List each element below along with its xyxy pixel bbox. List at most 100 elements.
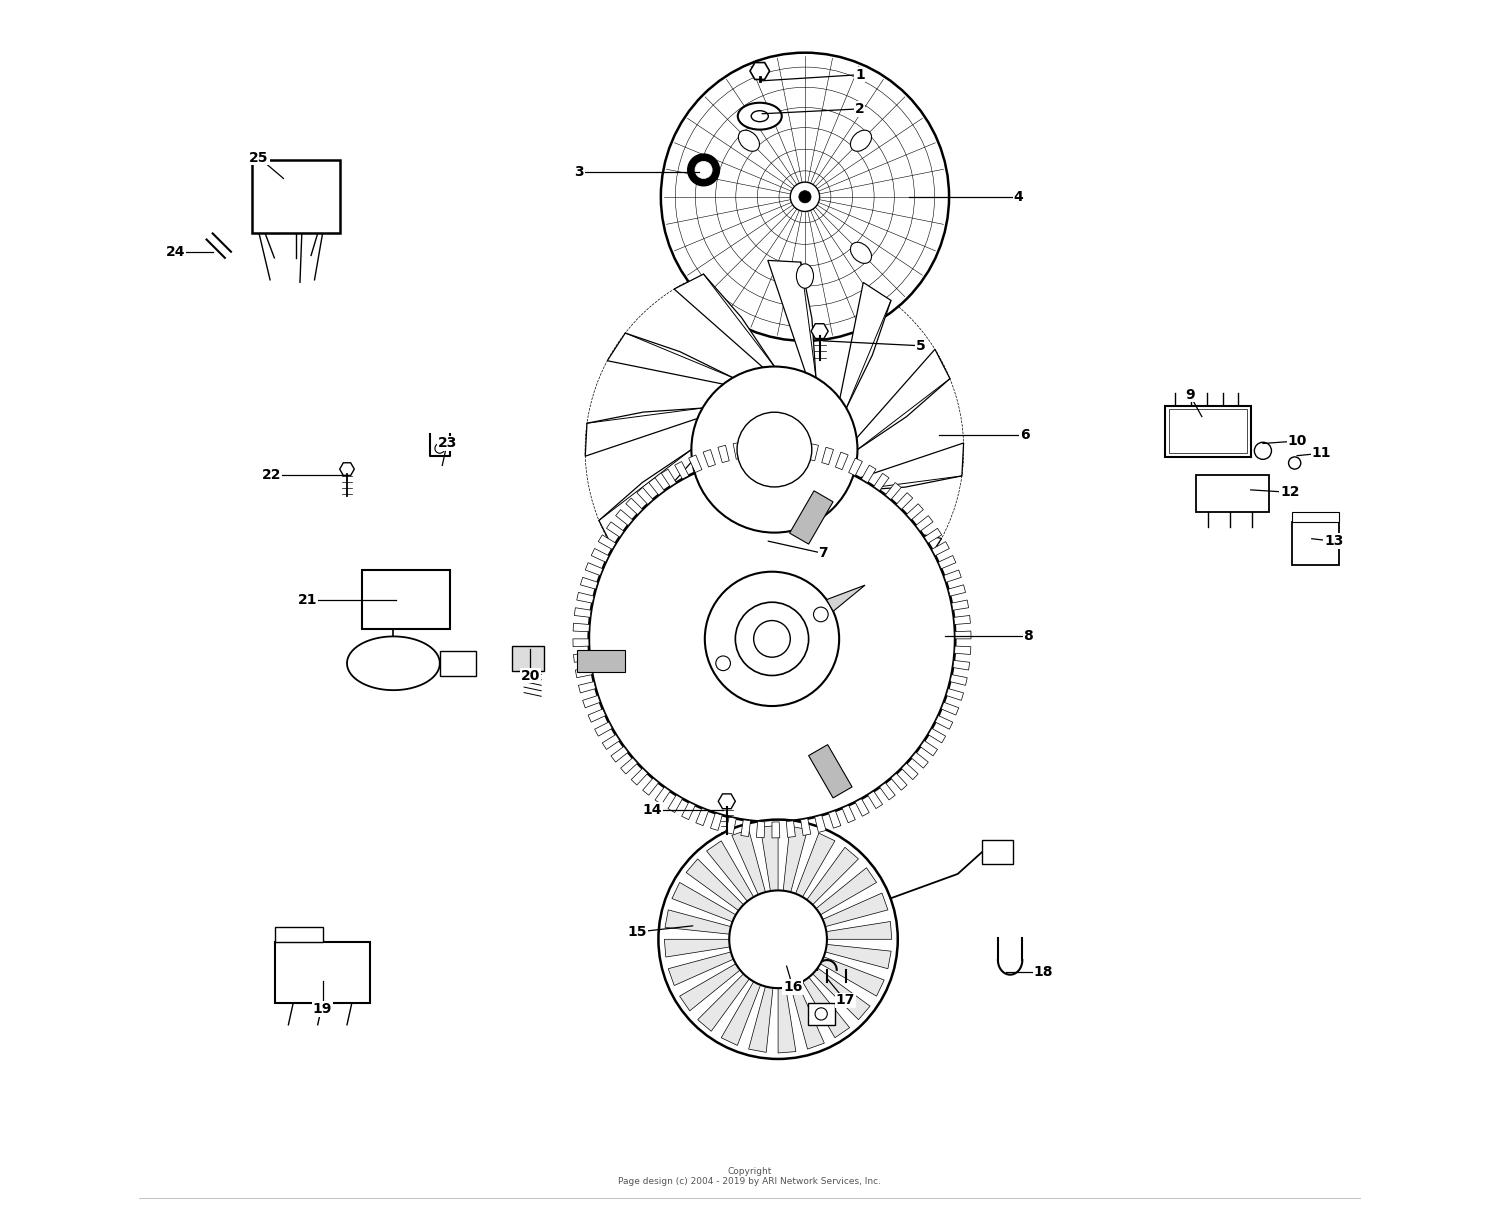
Text: 23: 23 [438, 437, 458, 450]
Text: 5: 5 [916, 339, 926, 353]
Text: Copyright
Page design (c) 2004 - 2019 by ARI Network Services, Inc.: Copyright Page design (c) 2004 - 2019 by… [618, 1166, 882, 1186]
Polygon shape [669, 952, 734, 985]
Polygon shape [675, 461, 688, 479]
Text: ARI ■artS7eam™: ARI ■artS7eam™ [664, 531, 836, 551]
Text: 17: 17 [836, 994, 855, 1007]
Polygon shape [948, 585, 966, 596]
Bar [252, 160, 339, 234]
Bar [274, 927, 322, 941]
Polygon shape [825, 945, 891, 968]
Text: 1: 1 [855, 67, 865, 82]
Text: 22: 22 [261, 469, 280, 482]
Circle shape [716, 656, 730, 671]
Polygon shape [951, 600, 969, 611]
Circle shape [813, 607, 828, 622]
Polygon shape [924, 529, 942, 543]
Polygon shape [840, 283, 891, 408]
Polygon shape [950, 674, 968, 685]
Polygon shape [680, 963, 740, 1011]
Text: 10: 10 [1287, 435, 1306, 448]
Circle shape [1288, 457, 1300, 469]
Polygon shape [822, 894, 888, 927]
Text: 19: 19 [314, 1002, 333, 1016]
Polygon shape [664, 909, 730, 934]
Circle shape [590, 455, 956, 823]
Polygon shape [668, 796, 682, 813]
Polygon shape [573, 654, 590, 662]
Polygon shape [774, 531, 874, 625]
Circle shape [658, 820, 898, 1059]
Polygon shape [856, 349, 950, 449]
Bar [1292, 523, 1338, 565]
Polygon shape [576, 667, 592, 678]
Polygon shape [874, 474, 890, 491]
Polygon shape [772, 821, 780, 838]
Polygon shape [615, 509, 633, 525]
Polygon shape [741, 820, 750, 836]
Polygon shape [952, 661, 969, 670]
Polygon shape [606, 521, 624, 537]
Text: 9: 9 [1185, 388, 1194, 401]
Polygon shape [664, 939, 730, 957]
Polygon shape [582, 695, 600, 707]
Circle shape [692, 366, 858, 532]
Polygon shape [778, 988, 796, 1053]
Bar [808, 744, 852, 798]
Polygon shape [807, 443, 819, 460]
Polygon shape [783, 826, 807, 892]
Polygon shape [760, 826, 778, 891]
Polygon shape [621, 758, 638, 774]
Text: 12: 12 [1280, 486, 1299, 499]
Ellipse shape [738, 103, 782, 130]
Bar [807, 1002, 834, 1024]
Polygon shape [674, 274, 774, 367]
Polygon shape [764, 439, 772, 455]
Polygon shape [928, 728, 945, 743]
Bar [362, 570, 450, 629]
Circle shape [729, 890, 827, 988]
Circle shape [815, 1007, 828, 1020]
Polygon shape [885, 482, 902, 499]
Polygon shape [734, 442, 744, 459]
Bar [789, 491, 832, 545]
Polygon shape [956, 632, 970, 639]
Text: 11: 11 [1312, 447, 1332, 460]
Polygon shape [638, 487, 652, 504]
Polygon shape [594, 722, 612, 736]
Polygon shape [648, 477, 664, 494]
Text: 20: 20 [520, 668, 540, 683]
Polygon shape [573, 639, 590, 646]
Text: 14: 14 [642, 803, 662, 816]
Polygon shape [610, 747, 628, 763]
Ellipse shape [850, 242, 871, 263]
Polygon shape [794, 441, 802, 458]
Circle shape [662, 53, 950, 341]
Circle shape [694, 162, 712, 179]
Polygon shape [795, 834, 836, 897]
Polygon shape [339, 463, 354, 475]
Polygon shape [672, 883, 736, 922]
Polygon shape [846, 443, 963, 491]
Polygon shape [748, 987, 772, 1053]
Polygon shape [816, 868, 876, 914]
Ellipse shape [738, 130, 759, 152]
Polygon shape [718, 446, 729, 463]
Polygon shape [836, 452, 848, 470]
Polygon shape [585, 408, 702, 457]
Polygon shape [946, 689, 963, 700]
Polygon shape [576, 592, 594, 603]
Polygon shape [813, 968, 870, 1020]
Polygon shape [897, 493, 912, 509]
Polygon shape [816, 515, 942, 567]
Polygon shape [940, 703, 958, 715]
Text: 6: 6 [1020, 428, 1029, 442]
Polygon shape [934, 716, 952, 730]
Polygon shape [768, 261, 816, 378]
Polygon shape [906, 504, 924, 520]
Polygon shape [801, 819, 812, 836]
Polygon shape [867, 791, 882, 809]
Polygon shape [932, 541, 950, 556]
Polygon shape [598, 535, 616, 550]
Polygon shape [598, 449, 692, 550]
Text: 7: 7 [819, 546, 828, 561]
